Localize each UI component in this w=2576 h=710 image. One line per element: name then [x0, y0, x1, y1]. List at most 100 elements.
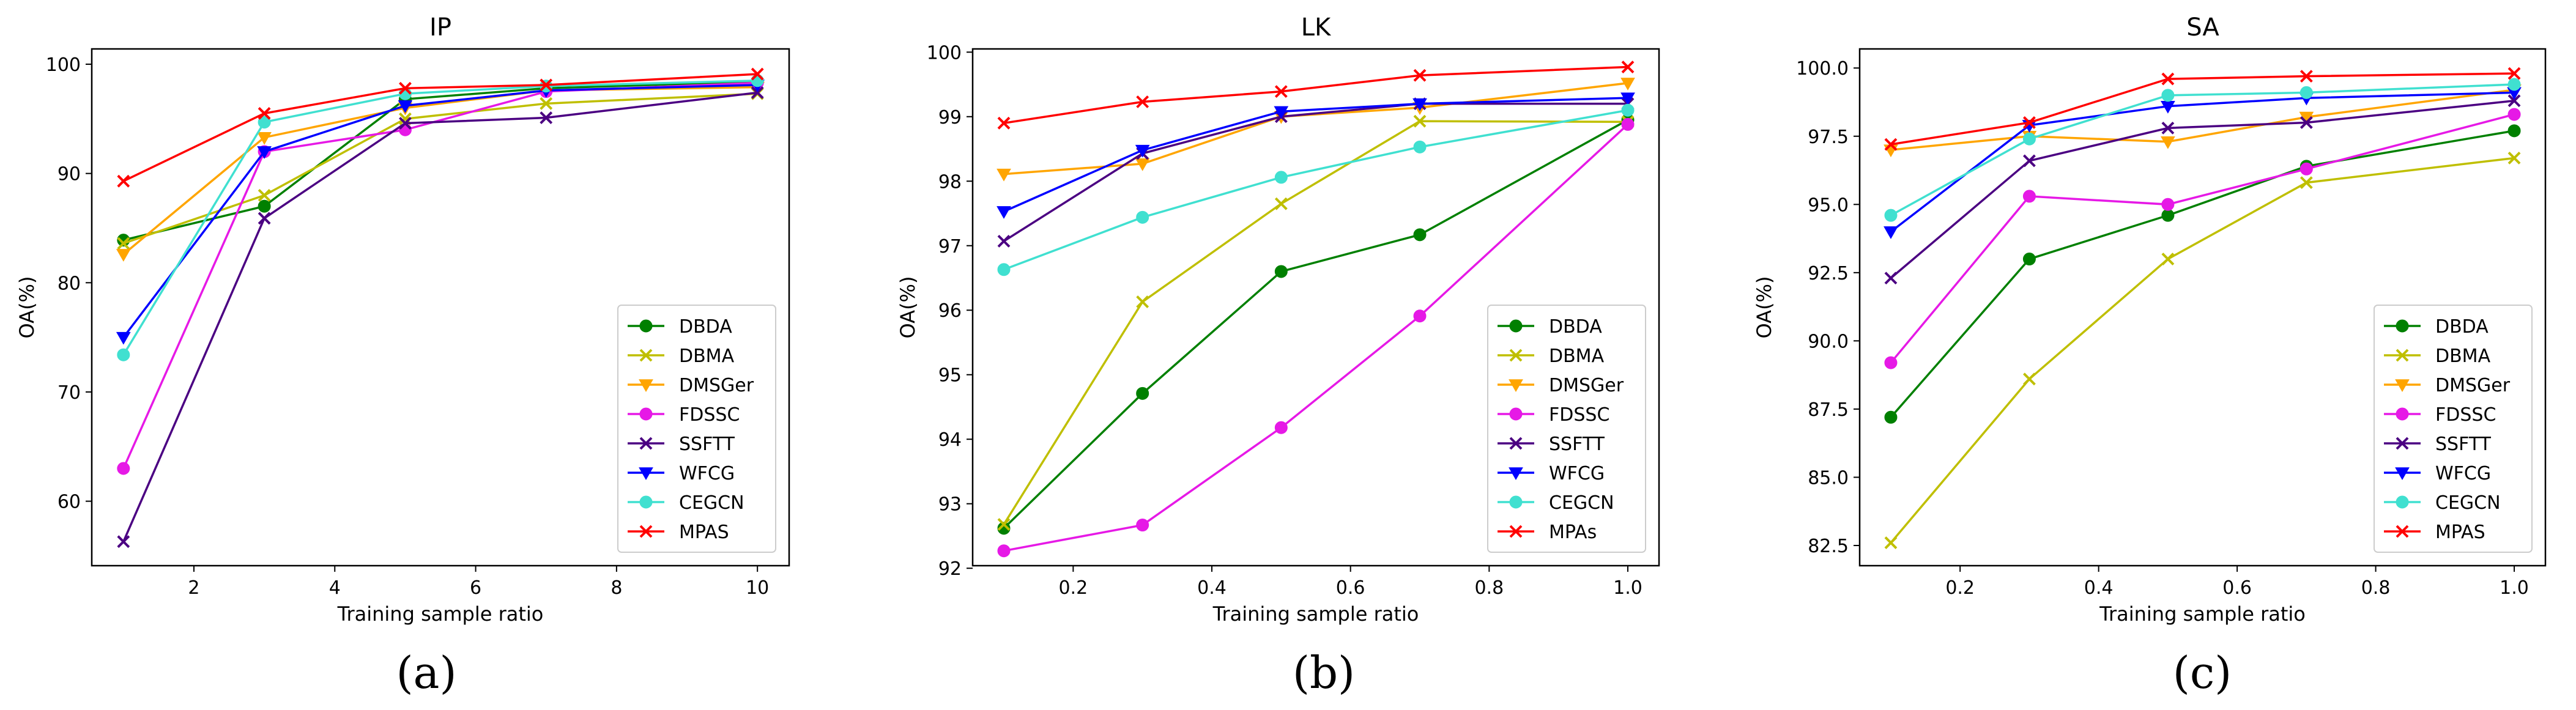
data-point	[2161, 209, 2175, 222]
legend-entry: DBMA	[1549, 346, 1605, 367]
series-dmsger	[116, 81, 765, 262]
y-tick-label: 94	[938, 429, 962, 451]
data-point	[1136, 210, 1149, 224]
data-point	[258, 116, 271, 129]
y-tick-label: 100.0	[1796, 58, 1849, 80]
data-point	[1274, 85, 1288, 98]
legend-box	[617, 305, 776, 553]
legend-marker	[2396, 319, 2409, 333]
legend: DBDA DBMA DMSGer FDSSC SSFTT WFCG CEGCN MPAS	[2374, 305, 2533, 553]
legend-marker	[639, 379, 653, 393]
data-point	[1274, 265, 1288, 278]
series-line	[1003, 109, 1628, 271]
chart-title: SA	[2186, 13, 2219, 42]
legend-marker	[1509, 525, 1523, 538]
data-point	[540, 78, 553, 92]
x-tick-label: 1.0	[1613, 577, 1642, 599]
data-point	[1884, 356, 1898, 369]
data-point	[257, 131, 272, 145]
data-point	[2161, 89, 2175, 102]
panel-caption: (b)	[1293, 647, 1355, 698]
legend-marker	[639, 407, 653, 421]
data-point	[2507, 124, 2521, 138]
data-point	[1620, 78, 1635, 91]
legend-marker	[2396, 525, 2409, 538]
y-tick-label: 92.5	[1808, 263, 1849, 284]
legend-marker	[639, 467, 653, 481]
legend-marker	[639, 349, 653, 362]
data-point	[2161, 136, 2175, 149]
data-point	[1136, 95, 1149, 108]
series-cegcn	[1884, 78, 2521, 222]
legend-entry: SSFTT	[2435, 434, 2492, 455]
data-point	[2507, 67, 2521, 80]
x-tick-label: 0.8	[2361, 577, 2391, 599]
data-point	[258, 212, 271, 225]
legend-marker	[1509, 437, 1523, 450]
legend-marker	[639, 437, 653, 450]
x-tick-label: 2	[188, 577, 199, 599]
data-point	[116, 249, 131, 262]
legend-entry: DBMA	[2435, 346, 2491, 367]
chart-title: IP	[429, 13, 451, 42]
legend-entry: WFCG	[2435, 463, 2491, 484]
data-point	[1884, 138, 1898, 151]
data-point	[2507, 108, 2521, 121]
data-point	[2299, 116, 2313, 129]
x-tick-label: 0.6	[1336, 577, 1365, 599]
legend-marker	[639, 495, 653, 509]
data-point	[117, 237, 130, 250]
legend-entry: FDSSC	[679, 404, 740, 426]
data-point	[1274, 171, 1288, 184]
data-point	[1413, 114, 1427, 128]
legend-box	[2374, 305, 2533, 553]
x-tick-label: 0.6	[2222, 577, 2252, 599]
data-point	[1884, 209, 1898, 222]
x-tick-label: 4	[329, 577, 341, 599]
series-dmsger	[997, 78, 1635, 182]
x-tick-label: 0.2	[1058, 577, 1088, 599]
data-point	[997, 168, 1011, 182]
data-point	[1884, 536, 1898, 549]
data-point	[1620, 92, 1635, 106]
data-point	[2022, 190, 2036, 203]
data-point	[1621, 117, 1635, 131]
x-tick-label: 0.8	[1474, 577, 1504, 599]
data-point	[997, 116, 1011, 130]
legend-entry: DBDA	[1549, 316, 1602, 338]
series-mpas	[997, 61, 1635, 130]
legend-marker	[1509, 349, 1523, 362]
legend-entry: DMSGer	[2435, 375, 2511, 396]
legend-entry: MPAs	[1549, 522, 1597, 543]
data-point	[2299, 70, 2313, 83]
x-axis-label: Training sample ratio	[337, 602, 544, 626]
panel-caption: (c)	[2173, 647, 2232, 698]
chart-title: LK	[1301, 13, 1332, 42]
legend-entry: MPAS	[679, 522, 729, 543]
legend-entry: SSFTT	[679, 434, 735, 455]
y-axis-label: OA(%)	[15, 276, 39, 339]
legend: DBDA DBMA DMSGer FDSSC SSFTT WFCG CEGCN MPAS	[617, 305, 776, 553]
series-line	[123, 92, 758, 245]
data-point	[2023, 154, 2036, 168]
y-tick-label: 60	[58, 492, 81, 513]
legend-marker	[1509, 467, 1523, 481]
legend-entry: DMSGer	[679, 375, 754, 396]
data-point	[997, 522, 1011, 535]
data-point	[997, 544, 1011, 558]
y-tick-label: 90	[58, 164, 81, 185]
data-point	[2507, 152, 2521, 165]
legend-entry: DBMA	[679, 346, 735, 367]
legend-entry: SSFTT	[1549, 434, 1605, 455]
series-line	[1003, 82, 1628, 176]
legend-entry: WFCG	[679, 463, 735, 484]
x-tick-label: 8	[611, 577, 622, 599]
data-point	[117, 348, 130, 361]
data-point	[258, 199, 271, 213]
y-tick-label: 90.0	[1808, 331, 1849, 352]
legend-marker	[2395, 379, 2410, 393]
series-dbda	[1884, 124, 2521, 424]
panel-caption: (a)	[396, 647, 456, 698]
chart-2: LK 92 93 94 95 96 97 98 99 100 0.2 0.4 0.6 0.8 1.0 Trai…	[896, 13, 1660, 698]
